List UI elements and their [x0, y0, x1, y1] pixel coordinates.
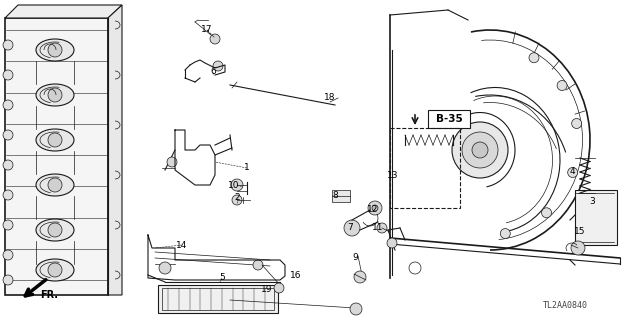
- Circle shape: [48, 263, 62, 277]
- Bar: [390, 128, 460, 208]
- Circle shape: [3, 100, 13, 110]
- Circle shape: [372, 205, 378, 211]
- Circle shape: [368, 201, 382, 215]
- Ellipse shape: [36, 39, 74, 61]
- Circle shape: [3, 190, 13, 200]
- Bar: [162, 288, 274, 310]
- Text: 19: 19: [261, 285, 273, 294]
- Circle shape: [48, 43, 62, 57]
- Circle shape: [213, 61, 223, 71]
- Polygon shape: [5, 5, 122, 18]
- Text: 6: 6: [210, 68, 216, 76]
- Circle shape: [3, 160, 13, 170]
- Circle shape: [344, 220, 360, 236]
- Circle shape: [48, 88, 62, 102]
- Text: B-35: B-35: [436, 114, 462, 124]
- Circle shape: [377, 223, 387, 233]
- Circle shape: [472, 142, 488, 158]
- Bar: [332, 190, 350, 202]
- Circle shape: [3, 70, 13, 80]
- Circle shape: [462, 132, 498, 168]
- Circle shape: [48, 178, 62, 192]
- Bar: [575, 190, 617, 245]
- Text: 18: 18: [324, 93, 336, 102]
- Circle shape: [541, 208, 552, 218]
- Text: 3: 3: [589, 197, 595, 206]
- Text: 16: 16: [291, 271, 301, 281]
- Text: 14: 14: [176, 241, 188, 250]
- Text: 2: 2: [234, 194, 240, 203]
- Text: 8: 8: [332, 191, 338, 201]
- Text: 11: 11: [372, 223, 384, 233]
- Text: 9: 9: [352, 253, 358, 262]
- Circle shape: [167, 157, 177, 167]
- Polygon shape: [5, 18, 108, 295]
- Ellipse shape: [36, 219, 74, 241]
- Polygon shape: [108, 5, 122, 295]
- Text: 5: 5: [219, 274, 225, 283]
- Ellipse shape: [36, 129, 74, 151]
- Circle shape: [409, 262, 421, 274]
- Circle shape: [3, 250, 13, 260]
- Circle shape: [3, 220, 13, 230]
- Circle shape: [500, 228, 510, 238]
- Circle shape: [48, 133, 62, 147]
- Circle shape: [572, 118, 582, 129]
- Circle shape: [387, 238, 397, 248]
- Bar: [428, 110, 470, 128]
- Ellipse shape: [36, 84, 74, 106]
- Text: 1: 1: [244, 164, 250, 172]
- Text: 12: 12: [367, 205, 379, 214]
- Circle shape: [571, 241, 585, 255]
- Bar: [158, 285, 278, 313]
- Circle shape: [232, 195, 242, 205]
- Circle shape: [557, 81, 567, 91]
- Circle shape: [3, 275, 13, 285]
- Ellipse shape: [36, 259, 74, 281]
- Circle shape: [529, 53, 539, 63]
- Text: FR.: FR.: [40, 290, 58, 300]
- Circle shape: [274, 283, 284, 293]
- Text: 13: 13: [387, 171, 399, 180]
- Circle shape: [354, 271, 366, 283]
- Text: TL2AA0840: TL2AA0840: [543, 301, 588, 310]
- Circle shape: [210, 34, 220, 44]
- Text: 7: 7: [347, 223, 353, 233]
- Ellipse shape: [36, 174, 74, 196]
- Text: 15: 15: [574, 228, 586, 236]
- Circle shape: [253, 260, 263, 270]
- Text: 4: 4: [569, 167, 575, 177]
- Circle shape: [350, 303, 362, 315]
- Circle shape: [231, 179, 243, 191]
- Text: 10: 10: [228, 180, 240, 189]
- Circle shape: [159, 262, 171, 274]
- Circle shape: [48, 223, 62, 237]
- Circle shape: [3, 40, 13, 50]
- Text: 17: 17: [201, 26, 212, 35]
- Circle shape: [568, 167, 578, 178]
- Circle shape: [452, 122, 508, 178]
- Circle shape: [3, 130, 13, 140]
